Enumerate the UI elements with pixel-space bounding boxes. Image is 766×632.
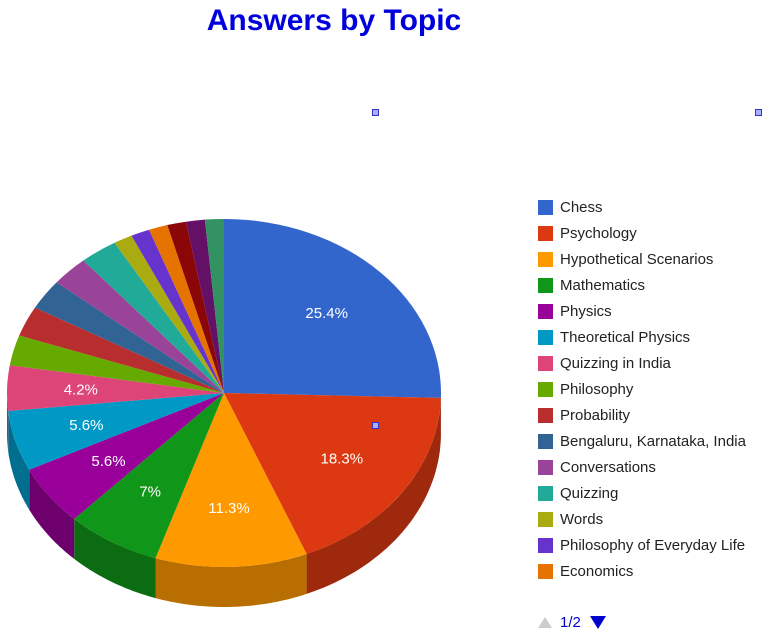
- legend-label: Conversations: [560, 459, 656, 476]
- legend-label: Quizzing: [560, 485, 618, 502]
- legend-item[interactable]: Chess: [538, 194, 766, 220]
- legend-label: Mathematics: [560, 277, 645, 294]
- slice-label-4: 7%: [139, 483, 161, 500]
- legend-pager: 1/2: [538, 612, 606, 632]
- legend-swatch: [538, 278, 553, 293]
- legend-label: Theoretical Physics: [560, 329, 690, 346]
- legend-swatch: [538, 512, 553, 527]
- legend-item[interactable]: Economics: [538, 558, 766, 584]
- legend-item[interactable]: Words: [538, 506, 766, 532]
- legend-swatch: [538, 200, 553, 215]
- legend-swatch: [538, 382, 553, 397]
- legend-label: Philosophy: [560, 381, 633, 398]
- legend-item[interactable]: Theoretical Physics: [538, 324, 766, 350]
- legend-label: Probability: [560, 407, 630, 424]
- slice-label-2: 18.3%: [321, 450, 364, 467]
- legend-label: Economics: [560, 563, 633, 580]
- legend-swatch: [538, 460, 553, 475]
- legend-label: Words: [560, 511, 603, 528]
- legend-swatch: [538, 356, 553, 371]
- legend-item[interactable]: Philosophy of Everyday Life: [538, 532, 766, 558]
- legend-swatch: [538, 226, 553, 241]
- legend-label: Quizzing in India: [560, 355, 671, 372]
- legend-item[interactable]: Philosophy: [538, 376, 766, 402]
- legend-page-indicator: 1/2: [560, 614, 581, 631]
- legend-item[interactable]: Probability: [538, 402, 766, 428]
- legend-label: Physics: [560, 303, 612, 320]
- legend-label: Hypothetical Scenarios: [560, 251, 713, 268]
- legend-label: Chess: [560, 199, 603, 216]
- selection-handle[interactable]: [372, 109, 379, 116]
- legend-item[interactable]: Conversations: [538, 454, 766, 480]
- legend-label: Bengaluru, Karnataka, India: [560, 433, 746, 450]
- slice-label-5: 5.6%: [91, 453, 125, 470]
- legend-swatch: [538, 408, 553, 423]
- slice-label-7: 4.2%: [64, 382, 98, 399]
- legend-item[interactable]: Physics: [538, 298, 766, 324]
- previous-page-icon: [538, 617, 552, 628]
- legend-swatch: [538, 434, 553, 449]
- slice-label-6: 5.6%: [69, 417, 103, 434]
- legend-swatch: [538, 252, 553, 267]
- slice-label-1: 25.4%: [305, 305, 348, 322]
- legend-item[interactable]: Quizzing: [538, 480, 766, 506]
- legend-swatch: [538, 564, 553, 579]
- legend-item[interactable]: Hypothetical Scenarios: [538, 246, 766, 272]
- legend-label: Philosophy of Everyday Life: [560, 537, 745, 554]
- legend-item[interactable]: Bengaluru, Karnataka, India: [538, 428, 766, 454]
- legend-item[interactable]: Psychology: [538, 220, 766, 246]
- selection-handle[interactable]: [372, 422, 379, 429]
- selection-handle[interactable]: [755, 109, 762, 116]
- legend-item[interactable]: Quizzing in India: [538, 350, 766, 376]
- legend-swatch: [538, 538, 553, 553]
- slice-label-3: 11.3%: [208, 500, 249, 517]
- legend-item[interactable]: Mathematics: [538, 272, 766, 298]
- legend-swatch: [538, 304, 553, 319]
- legend-swatch: [538, 486, 553, 501]
- legend-label: Psychology: [560, 225, 637, 242]
- legend-swatch: [538, 330, 553, 345]
- legend: Chess Psychology Hypothetical Scenarios Mat…: [538, 194, 766, 584]
